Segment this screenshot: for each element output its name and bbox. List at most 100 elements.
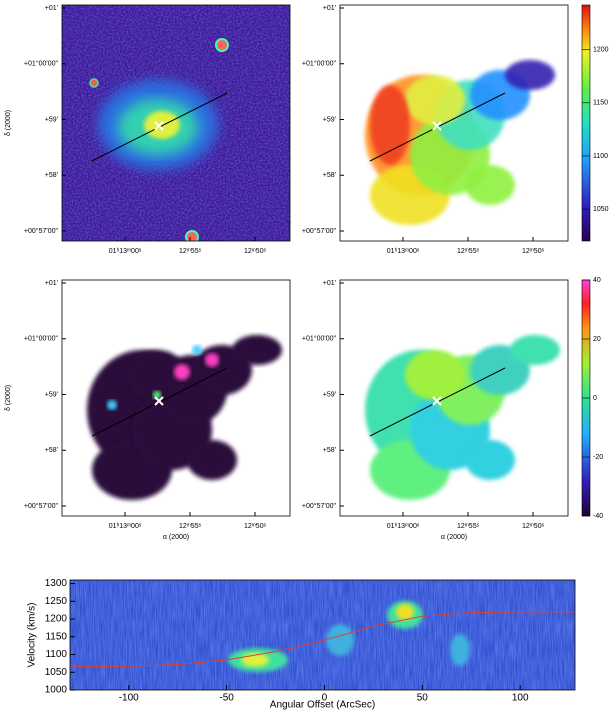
y-tick-label: +00°57'00" <box>24 227 59 235</box>
emission <box>396 604 414 620</box>
pv-image <box>70 580 575 690</box>
y-tick-label: +01' <box>45 280 58 287</box>
y-tick-label: +59' <box>45 391 58 398</box>
y-tick-label: 1050 <box>45 667 68 678</box>
x-tick-label: 12ᵐ50ˢ <box>522 248 545 255</box>
plot-frame <box>69 579 576 691</box>
emission <box>450 634 470 666</box>
y-tick-label: +59' <box>45 116 58 123</box>
x-tick-label: 100 <box>512 693 529 704</box>
frame <box>61 4 291 242</box>
hii-region <box>107 400 117 410</box>
colorbar-tick-label: 20 <box>593 336 601 343</box>
frame <box>339 4 569 242</box>
residual-patch <box>405 350 465 400</box>
y-axis-label: Velocity (km/s) <box>27 602 38 667</box>
x-tick-label: 12ᵐ50ˢ <box>522 523 545 530</box>
map-panel: +01' +01°00'00" +59' +58' +00°57'00" 01ʰ13ᵐ00… <box>5 279 291 541</box>
y-tick-label: 1250 <box>45 596 68 607</box>
model-curve <box>70 611 575 668</box>
velocity-patch <box>405 75 465 125</box>
y-tick-label: +59' <box>323 116 336 123</box>
center-marker <box>432 121 442 131</box>
colorbar-tick-label: 1100 <box>593 153 608 160</box>
y-tick-label: +00°57'00" <box>302 502 337 510</box>
star <box>185 230 199 241</box>
y-tick-label: 1000 <box>45 685 68 696</box>
frame <box>61 279 291 517</box>
colorbar-tick-label: -40 <box>593 513 603 520</box>
y-tick-label: +01' <box>323 5 336 12</box>
map-panel: +01' +01°00'00" +59' +58' +00°57'00" 01ʰ13ᵐ00… <box>302 4 609 255</box>
y-tick-label: +01°00'00" <box>302 335 337 343</box>
hii-region <box>174 364 190 380</box>
map-panel: +01' +01°00'00" +59' +58' +00°57'00" 01ʰ13ᵐ00… <box>302 277 603 541</box>
y-tick-label: 1200 <box>45 614 68 625</box>
colorbar-tick-label: 1150 <box>593 100 608 107</box>
y-tick-label: +58' <box>45 172 58 179</box>
y-tick-label: 1150 <box>45 631 67 642</box>
x-axis-label: α (2000) <box>441 534 467 541</box>
frame <box>339 279 569 517</box>
map-image <box>340 280 568 516</box>
x-tick-label: 12ᵐ50ˢ <box>244 248 267 255</box>
x-tick-label: 12ᵐ55ˢ <box>179 248 202 255</box>
y-tick-label: +58' <box>45 447 58 454</box>
y-tick-label: +01°00'00" <box>302 60 337 68</box>
emission <box>326 624 354 656</box>
y-tick-label: +01°00'00" <box>24 60 59 68</box>
star <box>215 38 229 52</box>
center-marker <box>154 396 164 406</box>
velocity-patch <box>465 165 515 205</box>
y-tick-label: +01°00'00" <box>24 335 59 343</box>
map-image <box>340 5 568 241</box>
y-tick-label: 1100 <box>45 649 67 660</box>
residual-patch <box>510 335 560 365</box>
x-tick-label: 50 <box>417 693 429 704</box>
x-axis-label: α (2000) <box>163 534 189 541</box>
emission-patch <box>127 350 187 400</box>
x-tick-label: 12ᵐ55ˢ <box>179 523 202 530</box>
residual-patch <box>465 440 515 480</box>
map-panel: +01' +01°00'00" +59' +58' +00°57'00" 01ʰ13ᵐ00… <box>5 4 291 255</box>
emission-patch <box>187 440 237 480</box>
center-marker <box>432 396 442 406</box>
y-tick-label: +58' <box>323 172 336 179</box>
y-tick-label: +00°57'00" <box>302 227 337 235</box>
center-marker <box>154 121 164 131</box>
colorbar-tick-label: -20 <box>593 454 603 461</box>
pv-noise <box>70 580 575 690</box>
x-tick-label: 12ᵐ50ˢ <box>244 523 267 530</box>
colorbar-tick-label: 1050 <box>593 206 609 213</box>
colorbar-tick-label: 40 <box>593 277 601 284</box>
x-tick-label: 12ᵐ55ˢ <box>457 248 480 255</box>
galaxy-core <box>144 111 180 139</box>
x-axis-label: Angular Offset (ArcSec) <box>270 700 375 711</box>
map-image <box>62 280 290 516</box>
hii-region <box>205 353 219 367</box>
y-tick-label: +59' <box>323 391 336 398</box>
x-tick-label: 12ᵐ55ˢ <box>457 523 480 530</box>
y-tick-label: +00°57'00" <box>24 502 59 510</box>
y-tick-label: +58' <box>323 447 336 454</box>
colorbar-tick-label: 1200 <box>593 46 609 53</box>
velocity-patch <box>370 85 410 165</box>
y-axis-label: δ (2000) <box>5 110 12 136</box>
y-axis-label: δ (2000) <box>5 385 12 411</box>
map-image <box>62 5 290 241</box>
y-tick-label: 1300 <box>45 578 68 589</box>
x-tick-label: 01ʰ13ᵐ00ˢ <box>109 523 142 530</box>
colorbar <box>581 4 591 242</box>
y-tick-label: +01' <box>45 5 58 12</box>
star <box>89 78 99 88</box>
x-tick-label: 01ʰ13ᵐ00ˢ <box>387 523 420 530</box>
y-tick-label: +01' <box>323 280 336 287</box>
x-tick-label: 0 <box>322 693 328 704</box>
x-tick-label: -100 <box>119 693 139 704</box>
hii-region <box>192 345 202 355</box>
x-tick-label: 01ʰ13ᵐ00ˢ <box>109 248 142 255</box>
colorbar-tick-label: 0 <box>593 395 597 402</box>
velocity-patch <box>505 60 555 90</box>
x-tick-label: -50 <box>219 693 234 704</box>
